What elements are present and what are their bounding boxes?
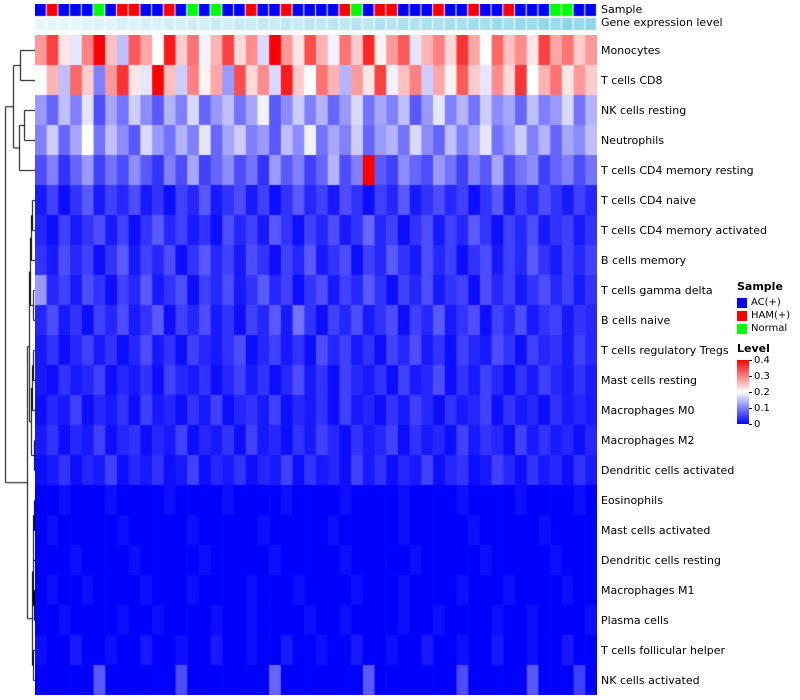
row-label: T cells CD4 memory resting bbox=[601, 163, 754, 177]
row-label: T cells regulatory Tregs bbox=[601, 343, 729, 357]
legend-item-ham: HAM(+) bbox=[737, 309, 790, 322]
tick-mark bbox=[749, 408, 752, 409]
row-label: Monocytes bbox=[601, 43, 661, 57]
row-label: B cells naive bbox=[601, 313, 671, 327]
row-label: Neutrophils bbox=[601, 133, 665, 147]
ac-label: AC(+) bbox=[751, 297, 781, 308]
ham-color-swatch bbox=[737, 310, 747, 321]
row-label: T cells CD4 naive bbox=[601, 193, 697, 207]
level-tick-0: 0 bbox=[754, 419, 761, 430]
row-label: Macrophages M0 bbox=[601, 403, 695, 417]
row-label: T cells follicular helper bbox=[601, 643, 726, 657]
legend-level: Level 0.4 0.3 0.2 0.1 0 bbox=[737, 342, 770, 430]
row-label: T cells CD4 memory activated bbox=[601, 223, 767, 237]
row-label: B cells memory bbox=[601, 253, 687, 267]
level-gradient-body: 0.4 0.3 0.2 0.1 0 bbox=[737, 355, 770, 430]
ham-label: HAM(+) bbox=[751, 310, 791, 321]
ac-color-swatch bbox=[737, 297, 747, 308]
row-dendrogram bbox=[2, 35, 35, 695]
level-gradient-bar bbox=[737, 360, 749, 424]
tick-mark bbox=[749, 392, 752, 393]
legend-sample-title: Sample bbox=[737, 280, 783, 293]
level-tick-02: 0.2 bbox=[754, 387, 770, 398]
legend-sample: Sample AC(+) HAM(+) Normal bbox=[737, 280, 790, 335]
legend-item-normal: Normal bbox=[737, 322, 790, 335]
row-label: Dendritic cells activated bbox=[601, 463, 735, 477]
row-label: NK cells resting bbox=[601, 103, 687, 117]
sample-annotation-label: Sample bbox=[601, 3, 643, 16]
tick-mark bbox=[749, 360, 752, 361]
gene-expression-annotation-label: Gene expression level bbox=[601, 16, 723, 29]
row-label: Eosinophils bbox=[601, 493, 663, 507]
row-labels: Monocytes T cells CD8 NK cells resting Neut… bbox=[601, 35, 771, 695]
legend-item-ac: AC(+) bbox=[737, 296, 790, 309]
row-label: Plasma cells bbox=[601, 613, 669, 627]
level-tick-01: 0.1 bbox=[754, 403, 770, 414]
row-label: T cells CD8 bbox=[601, 73, 663, 87]
level-tick-03: 0.3 bbox=[754, 371, 770, 382]
row-label: NK cells activated bbox=[601, 673, 700, 687]
column-annotation-bars bbox=[35, 4, 597, 30]
legend-level-title: Level bbox=[737, 342, 770, 355]
tick-mark bbox=[749, 376, 752, 377]
heatmap-canvas bbox=[35, 35, 597, 695]
row-label: Dendritic cells resting bbox=[601, 553, 721, 567]
level-tick-04: 0.4 bbox=[754, 355, 770, 366]
row-label: T cells gamma delta bbox=[601, 283, 713, 297]
normal-label: Normal bbox=[751, 323, 788, 334]
row-label: Mast cells activated bbox=[601, 523, 711, 537]
row-label: Macrophages M2 bbox=[601, 433, 695, 447]
row-label: Mast cells resting bbox=[601, 373, 698, 387]
tick-mark bbox=[749, 424, 752, 425]
normal-color-swatch bbox=[737, 323, 747, 334]
row-label: Macrophages M1 bbox=[601, 583, 695, 597]
